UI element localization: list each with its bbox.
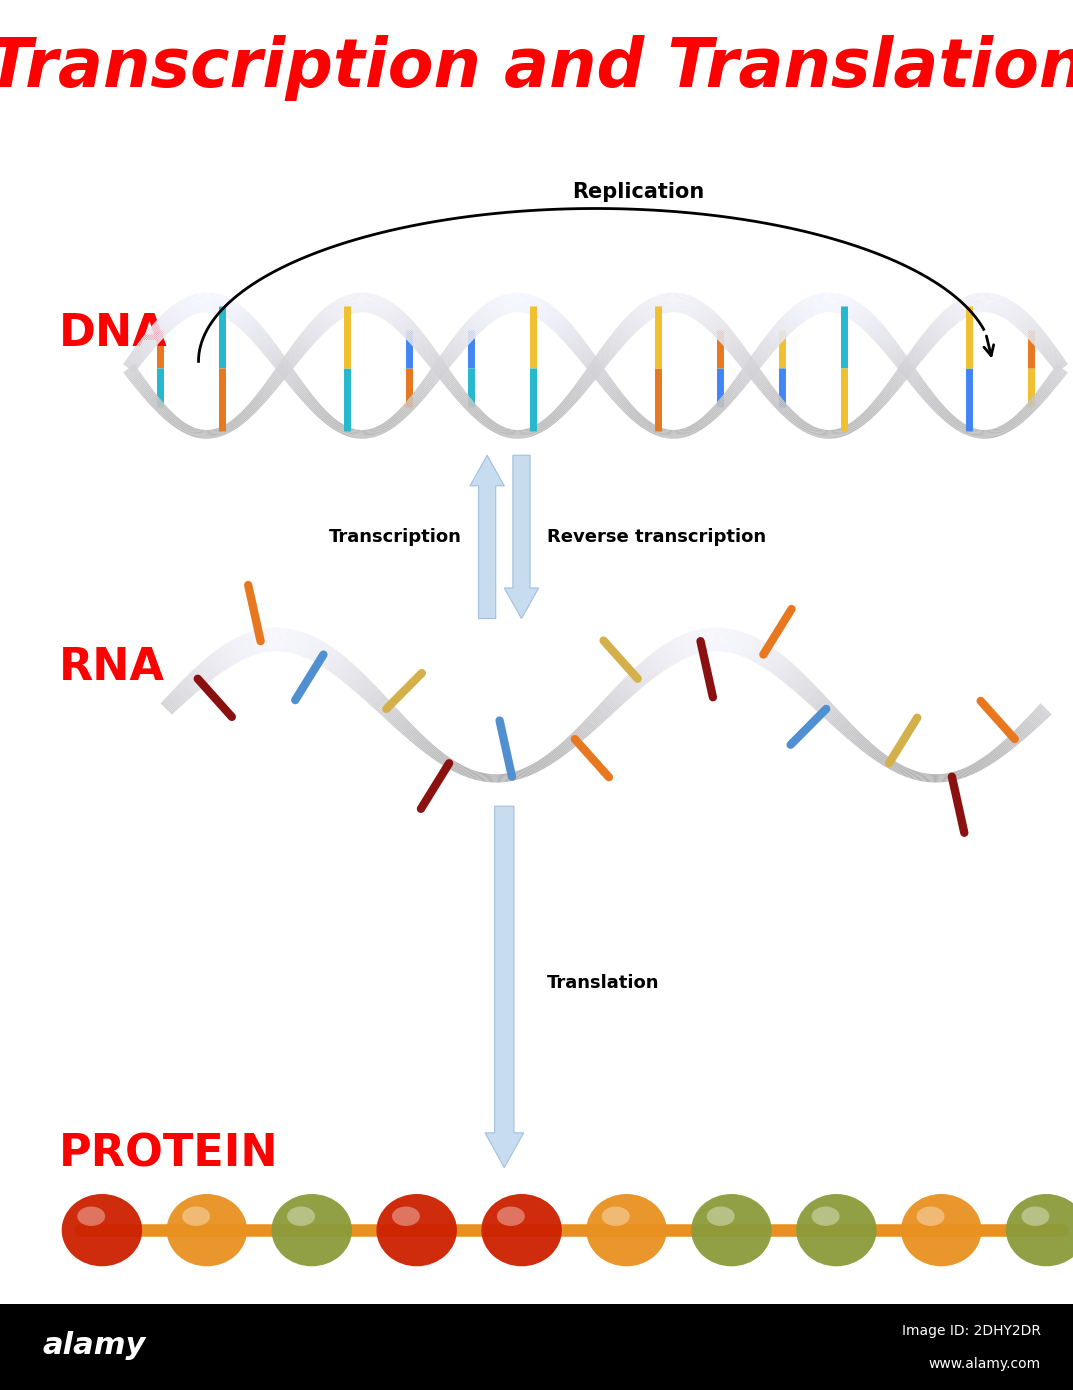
Ellipse shape (796, 1194, 877, 1266)
Ellipse shape (691, 1194, 771, 1266)
Text: RNA: RNA (59, 646, 165, 688)
Bar (0, 1304, 1073, 1390)
Ellipse shape (377, 1194, 457, 1266)
Ellipse shape (497, 1207, 525, 1226)
Ellipse shape (1006, 1194, 1073, 1266)
FancyArrow shape (485, 806, 524, 1168)
Text: Reverse transcription: Reverse transcription (547, 528, 766, 546)
FancyArrow shape (470, 456, 504, 619)
Text: Replication: Replication (572, 182, 705, 202)
Ellipse shape (288, 1207, 315, 1226)
Ellipse shape (901, 1194, 982, 1266)
Ellipse shape (166, 1194, 247, 1266)
Ellipse shape (586, 1194, 666, 1266)
Text: Image ID: 2DHY2DR: Image ID: 2DHY2DR (901, 1325, 1041, 1339)
Ellipse shape (707, 1207, 735, 1226)
Ellipse shape (62, 1194, 142, 1266)
Ellipse shape (811, 1207, 839, 1226)
Ellipse shape (916, 1207, 944, 1226)
Text: www.alamy.com: www.alamy.com (929, 1357, 1041, 1371)
FancyArrow shape (504, 456, 539, 619)
Ellipse shape (602, 1207, 630, 1226)
Text: PROTEIN: PROTEIN (59, 1133, 279, 1175)
Ellipse shape (392, 1207, 420, 1226)
Text: DNA: DNA (59, 313, 167, 354)
Text: alamy: alamy (43, 1330, 146, 1359)
Ellipse shape (271, 1194, 352, 1266)
Ellipse shape (1021, 1207, 1049, 1226)
Ellipse shape (77, 1207, 105, 1226)
Text: Translation: Translation (547, 974, 660, 992)
Text: Transcription and Translation: Transcription and Translation (0, 35, 1073, 100)
Ellipse shape (482, 1194, 562, 1266)
Text: Transcription: Transcription (328, 528, 461, 546)
Ellipse shape (182, 1207, 210, 1226)
